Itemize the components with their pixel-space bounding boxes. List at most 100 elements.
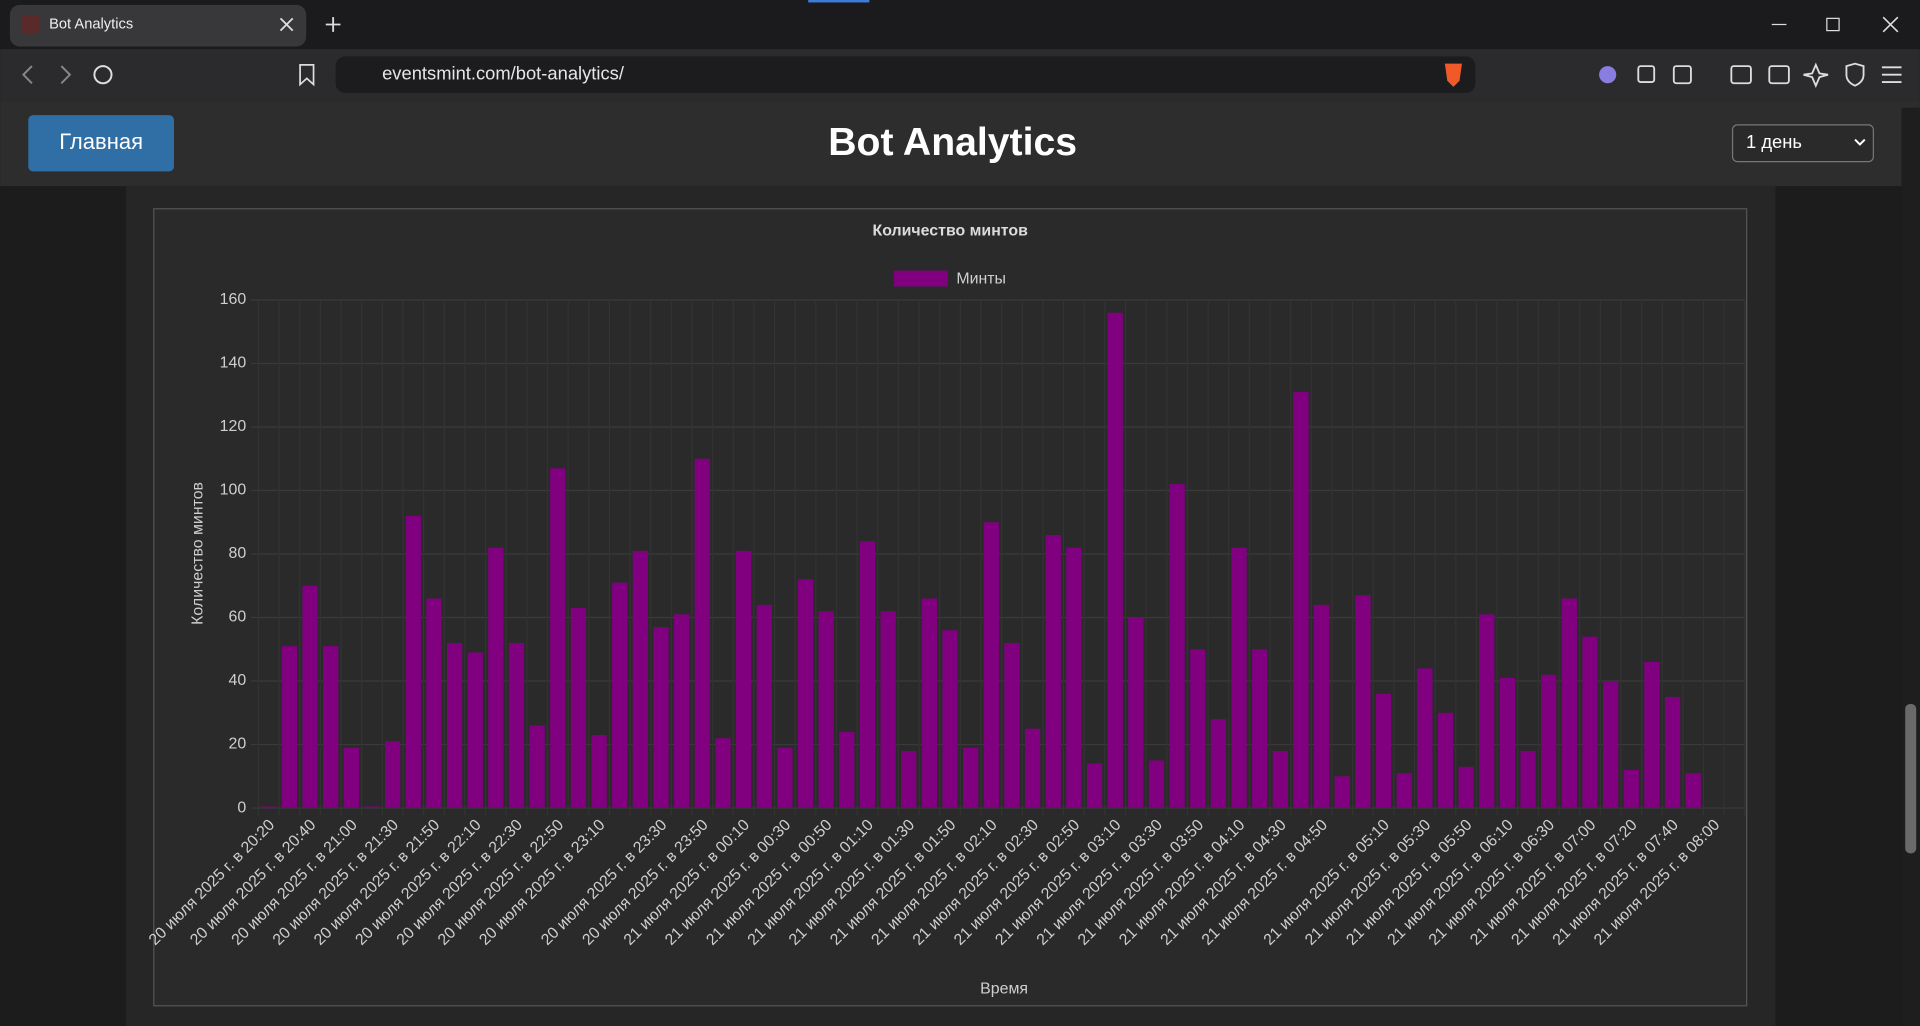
- bar: [715, 738, 731, 809]
- bar: [859, 541, 876, 809]
- bar: [364, 806, 380, 809]
- bar: [591, 735, 607, 809]
- tab-close[interactable]: [279, 17, 294, 32]
- site-title: Bot Analytics: [828, 121, 1077, 164]
- reload[interactable]: [93, 65, 113, 85]
- bar: [756, 604, 772, 809]
- bar: [1313, 604, 1330, 809]
- brave-shield[interactable]: [1444, 63, 1462, 87]
- ext-icon[interactable]: [1637, 65, 1656, 83]
- bar: [1582, 636, 1598, 809]
- bookmark[interactable]: [299, 64, 315, 87]
- address-bar[interactable]: [335, 56, 1476, 94]
- bar: [1396, 773, 1412, 809]
- bar: [261, 806, 277, 809]
- y-tick-label: 20: [229, 736, 247, 753]
- bar: [302, 585, 318, 809]
- bar: [1561, 598, 1577, 809]
- tab[interactable]: [9, 4, 307, 47]
- bar: [1417, 668, 1433, 809]
- bar: [1458, 766, 1474, 809]
- y-tick-label: 140: [220, 355, 247, 372]
- legend-swatch: [893, 270, 948, 287]
- bar: [550, 468, 566, 809]
- bar: [674, 614, 690, 809]
- vpn[interactable]: [1845, 62, 1865, 87]
- bar: [612, 582, 628, 809]
- bar: [1169, 484, 1185, 809]
- leo[interactable]: [1803, 62, 1829, 89]
- favicon: [20, 14, 40, 34]
- x-axis-title: Время: [980, 980, 1028, 997]
- bar: [488, 547, 504, 809]
- tab-indicator: [808, 0, 870, 3]
- y-tick-label: 120: [220, 418, 247, 435]
- bar: [529, 725, 545, 809]
- bar: [446, 642, 463, 809]
- y-tick-label: 60: [229, 609, 247, 626]
- bar: [1086, 763, 1103, 809]
- bar: [983, 522, 999, 809]
- tab-strip: [0, 0, 1920, 49]
- bar: [343, 747, 359, 809]
- bar: [1437, 712, 1454, 809]
- bar: [1479, 614, 1495, 809]
- wallet[interactable]: [1768, 65, 1790, 85]
- bar: [880, 611, 896, 809]
- chart-panel: [153, 208, 1748, 1007]
- bar: [1045, 534, 1061, 809]
- bar: [1293, 392, 1309, 809]
- back[interactable]: [21, 65, 33, 84]
- bar: [1190, 649, 1206, 809]
- bar: [797, 579, 814, 809]
- restore[interactable]: [1826, 17, 1840, 32]
- ext-icon[interactable]: [1672, 65, 1692, 85]
- bar: [1664, 696, 1681, 809]
- bar: [1210, 719, 1227, 809]
- scrollbar[interactable]: [1901, 107, 1920, 1026]
- y-tick-label: 40: [229, 672, 247, 689]
- extension-icons: [1599, 62, 1902, 89]
- bar: [405, 515, 421, 809]
- new-tab[interactable]: [325, 17, 341, 32]
- ext-icon[interactable]: [1599, 66, 1617, 84]
- bar: [1231, 547, 1247, 809]
- period-select-value: 1 день: [1746, 131, 1802, 152]
- scrollbar-thumb[interactable]: [1905, 703, 1917, 854]
- y-axis-title: Количество минтов: [190, 482, 207, 625]
- bar: [1107, 312, 1123, 809]
- bar: [1520, 750, 1536, 809]
- bar: [1272, 750, 1288, 809]
- bar: [901, 750, 917, 809]
- bar: [1541, 674, 1557, 809]
- bar: [818, 611, 834, 809]
- close-window[interactable]: [1882, 16, 1899, 33]
- bar: [1355, 595, 1371, 809]
- bar: [632, 550, 648, 809]
- bar: [1066, 547, 1082, 809]
- bar: [1685, 773, 1701, 809]
- bar: [1375, 693, 1392, 809]
- bar: [694, 458, 710, 809]
- bar: [777, 747, 793, 809]
- bar: [963, 747, 979, 809]
- y-tick-label: 80: [229, 545, 247, 562]
- bar: [942, 630, 958, 809]
- chart-title: Количество минтов: [873, 223, 1029, 240]
- home-button[interactable]: [28, 115, 174, 172]
- bar: [508, 642, 525, 809]
- bar: [1148, 760, 1165, 809]
- period-select[interactable]: [1731, 124, 1874, 163]
- sidebar[interactable]: [1730, 65, 1752, 85]
- bar: [1024, 728, 1041, 809]
- bar: [467, 652, 483, 809]
- bar: [426, 598, 442, 809]
- bar: [653, 627, 669, 809]
- menu[interactable]: [1881, 66, 1902, 83]
- bar: [839, 731, 855, 809]
- home-button-label: Главная: [59, 129, 143, 154]
- forward[interactable]: [60, 65, 72, 84]
- bar: [1623, 769, 1639, 809]
